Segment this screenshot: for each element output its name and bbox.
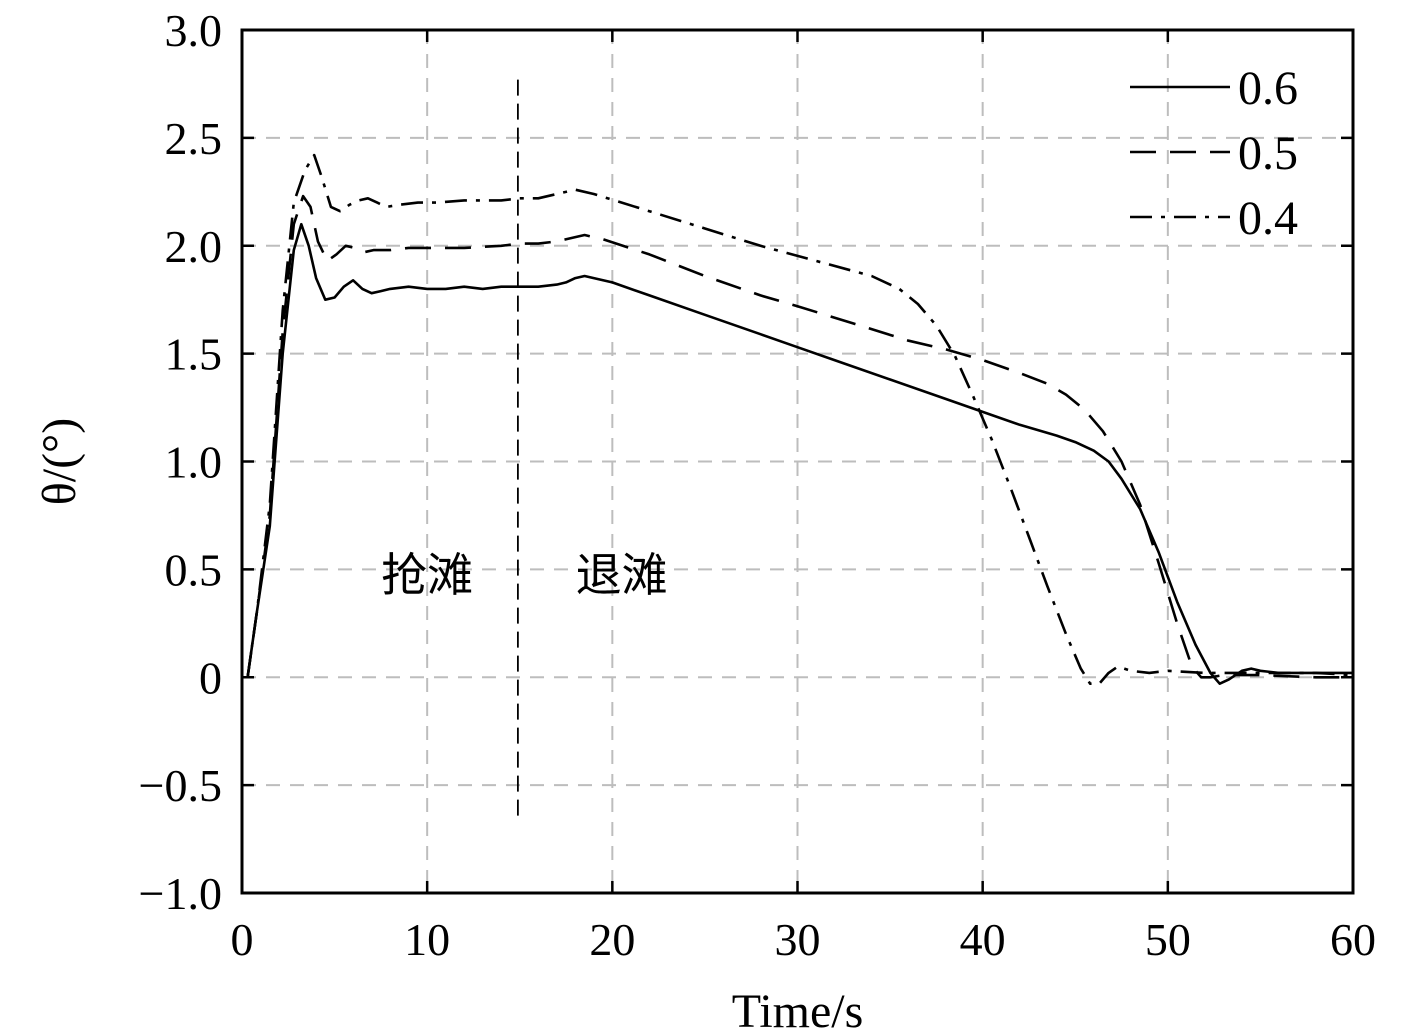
legend: 0.6 0.5 0.4 xyxy=(1130,62,1298,245)
y-tick-label: 1.5 xyxy=(165,329,223,380)
phase-label-2: 退滩 xyxy=(576,548,668,602)
y-tick-label: 2.0 xyxy=(165,221,223,272)
x-axis-title: Time/s xyxy=(732,985,864,1035)
y-tick-label: 2.5 xyxy=(165,113,223,164)
y-tick-label: −0.5 xyxy=(139,760,222,811)
x-tick-label: 10 xyxy=(404,914,450,965)
grid-lines xyxy=(242,30,1353,893)
x-tick-label: 0 xyxy=(231,914,254,965)
phase-annotations: 抢滩 退滩 xyxy=(381,548,667,602)
x-tick-label: 40 xyxy=(960,914,1006,965)
y-tick-label: 3.0 xyxy=(165,5,223,56)
series-line-0-6 xyxy=(246,222,1353,685)
axis-ticks: 0 10 20 30 40 50 60 −1.0 −0.5 0 0.5 1.0 1.5 2.0 2.5 3.0 xyxy=(139,5,1376,965)
x-tick-label: 30 xyxy=(775,914,821,965)
y-tick-label: −1.0 xyxy=(139,868,222,919)
y-tick-label: 0 xyxy=(199,652,222,703)
y-tick-label: 0.5 xyxy=(165,544,223,595)
series-line-0-4 xyxy=(246,153,1354,685)
legend-label-0-5: 0.5 xyxy=(1238,127,1298,180)
series-lines xyxy=(246,153,1354,685)
legend-label-0-6: 0.6 xyxy=(1238,62,1298,115)
x-tick-label: 50 xyxy=(1145,914,1191,965)
x-tick-label: 20 xyxy=(589,914,635,965)
y-axis-title: θ/(°) xyxy=(33,418,86,506)
y-tick-label: 1.0 xyxy=(165,437,223,488)
phase-label-1: 抢滩 xyxy=(381,548,473,602)
x-tick-label: 60 xyxy=(1330,914,1376,965)
legend-label-0-4: 0.4 xyxy=(1238,192,1298,245)
